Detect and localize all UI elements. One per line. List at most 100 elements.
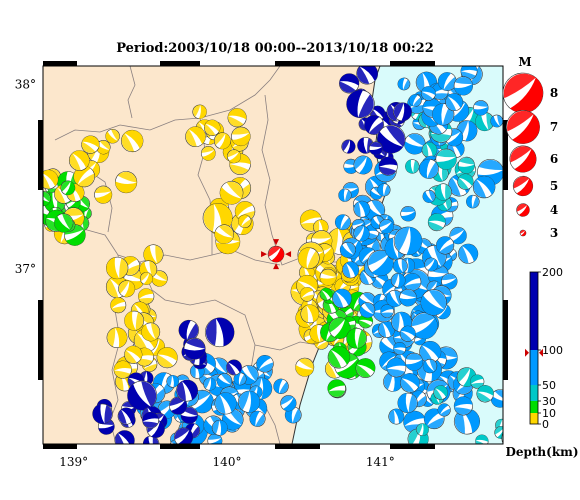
focal-mechanism [380, 304, 394, 318]
focal-mechanism [434, 183, 452, 201]
focal-mechanism [118, 280, 136, 298]
magnitude-legend-ball [509, 145, 537, 173]
focal-mechanism [334, 214, 351, 231]
focal-mechanism [43, 169, 59, 190]
magnitude-legend-label: 5 [550, 179, 558, 193]
focal-mechanism [437, 403, 451, 417]
focal-mechanism [92, 403, 113, 425]
focal-mechanism [221, 408, 244, 431]
focal-mechanism [319, 268, 337, 286]
focal-mechanism [353, 200, 371, 218]
focal-mechanism [353, 225, 370, 242]
focal-mechanism [117, 407, 135, 425]
focal-mechanism [214, 392, 237, 415]
focal-mechanism [377, 183, 391, 197]
focal-mechanism [437, 72, 457, 91]
magnitude-legend-ball [519, 229, 527, 237]
focal-mechanism [473, 100, 489, 116]
focal-mechanism [216, 373, 233, 389]
focal-mechanism [346, 89, 375, 119]
depth-scale-tick-label: 100 [542, 344, 563, 357]
focal-mechanism [339, 241, 356, 258]
latitude-tick-label: 37° [15, 262, 36, 276]
focal-mechanism [141, 322, 161, 342]
magnitude-legend-label: 3 [550, 226, 558, 240]
focal-mechanism [68, 150, 90, 171]
focal-mechanism [435, 148, 457, 170]
focal-mechanism [297, 247, 320, 270]
focal-mechanism [353, 155, 373, 175]
frame-tick-bar [503, 120, 508, 190]
depth-scale-band [530, 401, 538, 413]
depth-scale-band [530, 350, 538, 385]
focal-mechanism [445, 93, 464, 112]
longitude-tick-label: 141° [366, 455, 395, 469]
mainshock-marker [261, 239, 292, 270]
focal-mechanism [327, 379, 346, 398]
focal-mechanism [204, 119, 221, 137]
focal-mechanism [386, 357, 407, 378]
focal-mechanism [81, 135, 100, 154]
focal-mechanism [399, 325, 416, 342]
focal-mechanism [176, 379, 198, 402]
focal-mechanism [421, 86, 436, 101]
focal-mechanism [319, 287, 333, 301]
focal-mechanism [231, 126, 251, 147]
focal-mechanism [367, 249, 394, 277]
focal-mechanism [356, 66, 379, 85]
focal-mechanism [238, 214, 252, 229]
focal-mechanism [226, 359, 242, 376]
focal-mechanism [432, 103, 455, 126]
longitude-tick-label: 139° [59, 455, 88, 469]
map-border [42, 65, 504, 445]
magnitude-legend-label: 7 [550, 120, 558, 134]
focal-mechanism [475, 112, 495, 132]
magnitude-legend-title: M [518, 55, 531, 69]
magnitude-legend: M 8 7 6 5 4 3 [502, 55, 558, 240]
focal-mechanism [178, 319, 200, 341]
magnitude-legend-label: 4 [550, 203, 558, 217]
focal-mechanism [403, 272, 422, 292]
focal-mechanism [379, 219, 394, 234]
focal-mechanism [415, 71, 438, 93]
focal-mechanism [399, 288, 417, 307]
focal-mechanism [192, 104, 207, 120]
period-title: Period:2003/10/18 00:00--2013/10/18 00:2… [116, 41, 434, 56]
focal-mechanism [213, 132, 231, 150]
focal-mechanism [405, 159, 420, 174]
focal-mechanism [390, 273, 406, 288]
focal-mechanism [433, 385, 448, 400]
magnitude-legend-ball [502, 72, 544, 114]
focal-mechanism [346, 327, 367, 349]
focal-mechanism [185, 126, 206, 148]
map-frame: 139° 140° 141° 38° 37° [15, 61, 508, 469]
boundary-line [254, 341, 319, 351]
focal-mechanism [457, 156, 475, 174]
depth-scale-tick-label: 0 [542, 418, 549, 431]
focal-mechanism [238, 390, 261, 413]
mainshock-arrow [261, 251, 268, 258]
focal-mechanism [494, 426, 503, 439]
focal-mechanism [204, 317, 235, 348]
depth-scale-band [530, 385, 538, 401]
focal-mechanism [410, 312, 438, 340]
focal-mechanism [359, 302, 376, 318]
frame-tick-bars [38, 61, 508, 449]
depth-marker-arrow [525, 348, 529, 357]
focal-mechanism [441, 273, 458, 290]
focal-mechanism [393, 342, 407, 355]
depth-scale-band [530, 413, 538, 424]
focal-mechanism [114, 430, 135, 444]
focal-mechanism [121, 129, 144, 153]
focal-mechanism [249, 410, 266, 427]
focal-mechanism [355, 358, 376, 378]
depth-marker-arrow [539, 348, 543, 357]
axis-tick-labels: 139° 140° 141° 38° 37° [15, 77, 395, 469]
focal-mechanism [115, 171, 138, 194]
focal-mechanism [408, 94, 422, 107]
focal-mechanism [127, 380, 158, 411]
frame-tick-bar [160, 61, 200, 66]
focal-mechanism [400, 205, 416, 222]
magnitude-legend-label: 6 [550, 152, 558, 166]
